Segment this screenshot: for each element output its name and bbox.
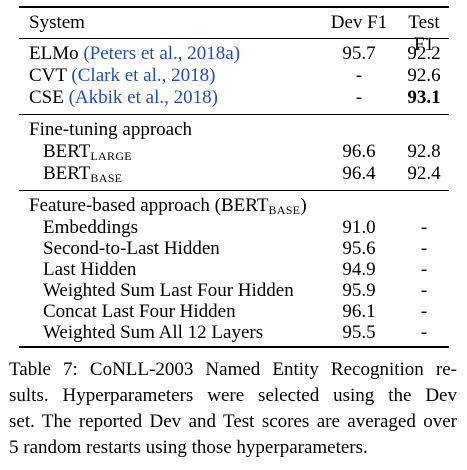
table-row: Weighted Sum All 12 Layers 95.5 - [19,322,449,344]
table-row: BERTBASE 96.4 92.4 [19,163,449,185]
dev-score: 95.6 [342,238,376,259]
system-name: Concat Last Four Hidden [43,301,236,322]
test-score: 92.4 [407,163,441,184]
header-test-f1: Test F1 [408,12,440,55]
caption-line: Table 7: CoNLL-2003 Named Entity Recogni… [9,359,457,380]
system-name: BERTLARGE [43,141,132,167]
test-score: - [420,322,428,343]
model-size: BASE [90,171,123,185]
system-name: Weighted Sum Last Four Hidden [43,280,294,301]
caption-line: 5 random restarts using those hyperparam… [9,437,368,458]
dev-score: 95.9 [342,280,376,301]
test-score: - [420,238,428,259]
table-bottom-rule [19,346,449,348]
model-base: BERT [43,141,91,162]
system-name: Weighted Sum All 12 Layers [43,322,264,343]
header-rule [19,38,449,39]
table-row: BERTLARGE 96.6 92.8 [19,141,449,163]
test-score: - [420,301,428,322]
section-title: Fine-tuning approach [29,119,193,140]
caption-line: sults. Hyperparameters were selected usi… [9,385,457,406]
system-label: ELMo [29,43,79,64]
dev-score: - [355,65,363,86]
caption-line: set. The reported Dev and Test scores ar… [9,411,457,432]
table-row: CSE (Akbik et al., 2018) - 93.1 [19,87,449,109]
dev-score: 96.4 [342,163,376,184]
table-row: Second-to-Last Hidden 95.6 - [19,238,449,260]
system-name: CSE (Akbik et al., 2018) [29,87,218,109]
test-score: - [420,217,428,238]
system-name: Second-to-Last Hidden [43,238,220,259]
dev-score: 91.0 [342,217,376,238]
table-row: Last Hidden 94.9 - [19,259,449,281]
section-title-prefix: Feature-based approach (BERT [29,195,269,216]
table-row: Embeddings 91.0 - [19,217,449,239]
system-name: CVT (Clark et al., 2018) [29,65,215,87]
dev-score: 96.1 [342,301,376,322]
section-title-size: BASE [268,203,301,217]
header-system: System [29,12,85,33]
table-top-rule [19,6,449,8]
section-title-row: Feature-based approach (BERTBASE) [19,195,449,217]
test-score-best: 93.1 [407,87,441,108]
test-score: 92.6 [407,65,441,86]
dev-score: 94.9 [342,259,376,280]
citation-link[interactable]: (Peters et al., 2018a) [83,43,241,64]
table-row: Weighted Sum Last Four Hidden 95.9 - [19,280,449,302]
citation-link[interactable]: (Akbik et al., 2018) [68,87,218,108]
table-row: ELMo (Peters et al., 2018a) 95.7 92.2 [19,43,449,65]
table-header-row: System Dev F1 Test F1 [19,12,449,55]
model-base: BERT [43,163,91,184]
section-title: Feature-based approach (BERTBASE) [29,195,307,221]
table-row: CVT (Clark et al., 2018) - 92.6 [19,65,449,87]
dev-score: 96.6 [342,141,376,162]
citation-link[interactable]: (Clark et al., 2018) [71,65,216,86]
table-caption: Table 7: CoNLL-2003 Named Entity Recogni… [9,357,457,461]
dev-score: 95.7 [342,43,376,64]
system-name: ELMo (Peters et al., 2018a) [29,43,240,65]
table-row: Concat Last Four Hidden 96.1 - [19,301,449,323]
system-label: CSE [29,87,64,108]
section-rule [19,114,449,115]
dev-score: 95.5 [342,322,376,343]
test-score: 92.2 [407,43,441,64]
test-score: - [420,259,428,280]
header-dev-f1: Dev F1 [330,12,388,33]
system-name: Last Hidden [43,259,137,280]
test-score: - [420,280,428,301]
system-name: Embeddings [43,217,138,238]
system-name: BERTBASE [43,163,122,189]
section-title-row: Fine-tuning approach [19,119,449,141]
model-size: LARGE [90,149,132,163]
dev-score: - [355,87,363,108]
system-label: CVT [29,65,67,86]
section-title-suffix: ) [300,195,307,216]
section-rule [19,190,449,191]
test-score: 92.8 [407,141,441,162]
